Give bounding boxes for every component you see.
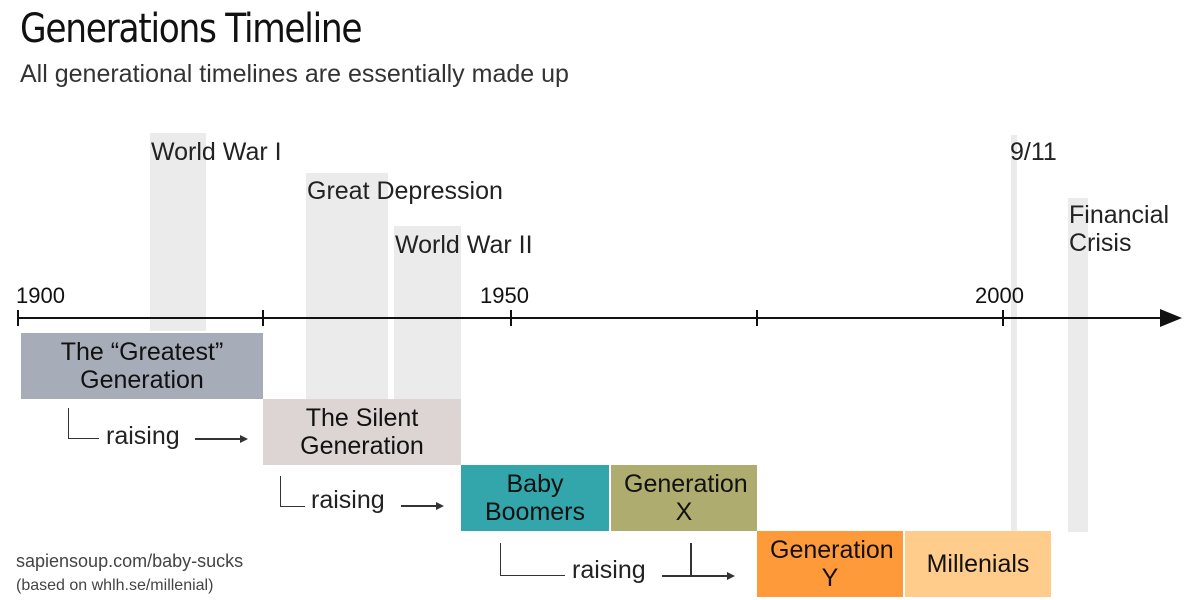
event-label-wwii: World War II <box>395 231 533 259</box>
year-label-1900: 1900 <box>16 283 65 308</box>
raising-arrow-line <box>401 505 437 507</box>
generation-label: The Silent Generation <box>300 404 424 460</box>
raising-label: raising <box>572 556 646 584</box>
generation-y: Generation Y <box>757 531 903 597</box>
timeline-arrow-icon <box>1160 309 1182 327</box>
raising-label: raising <box>311 486 385 514</box>
generation-label: Generation Y <box>770 536 894 592</box>
generation-label: Generation X <box>624 470 748 526</box>
event-label-911: 9/11 <box>1010 138 1057 166</box>
credit-source: sapiensoup.com/baby-sucks <box>16 551 244 571</box>
generation-label: Baby Boomers <box>484 470 586 526</box>
raising-arrow-icon <box>727 572 735 580</box>
axis-tick <box>1002 310 1004 326</box>
axis-tick <box>17 310 19 326</box>
page-title: Generations Timeline <box>20 6 363 52</box>
page-subtitle: All generational timelines are essential… <box>20 60 569 88</box>
year-label-2000: 2000 <box>975 283 1024 308</box>
event-label-financial-crisis: Financial Crisis <box>1069 201 1170 257</box>
generation-x: Generation X <box>611 465 757 531</box>
axis-tick <box>262 310 264 326</box>
axis-tick <box>756 310 758 326</box>
generation-label: Millenials <box>926 550 1030 578</box>
event-band-wwi <box>150 133 206 331</box>
generation-millenials: Millenials <box>905 531 1051 597</box>
raising-arrow-icon <box>436 502 444 510</box>
raising-bracket <box>500 543 565 576</box>
credit-based-on: (based on whlh.se/millenial) <box>16 577 214 594</box>
raising-bracket <box>280 476 305 507</box>
raising-label: raising <box>106 422 180 450</box>
event-band-great-depression <box>306 173 388 401</box>
generation-silent: The Silent Generation <box>263 399 461 465</box>
year-label-1950: 1950 <box>480 283 529 308</box>
event-band-financial-crisis <box>1068 198 1088 532</box>
event-band-wwii <box>394 226 461 400</box>
raising-arrow-line <box>195 438 241 440</box>
timeline-axis <box>17 317 1167 319</box>
raising-arrow-icon <box>240 435 248 443</box>
raising-arrow-line <box>662 575 728 577</box>
event-band-911 <box>1011 135 1017 532</box>
generation-baby-boomers: Baby Boomers <box>461 465 609 531</box>
raising-connector <box>690 543 692 575</box>
generation-label: The “Greatest” Generation <box>60 338 224 394</box>
event-label-wwi: World War I <box>151 138 282 166</box>
generation-greatest: The “Greatest” Generation <box>21 333 263 399</box>
axis-tick <box>510 310 512 326</box>
raising-bracket <box>68 408 99 439</box>
event-label-great-depression: Great Depression <box>307 177 503 205</box>
